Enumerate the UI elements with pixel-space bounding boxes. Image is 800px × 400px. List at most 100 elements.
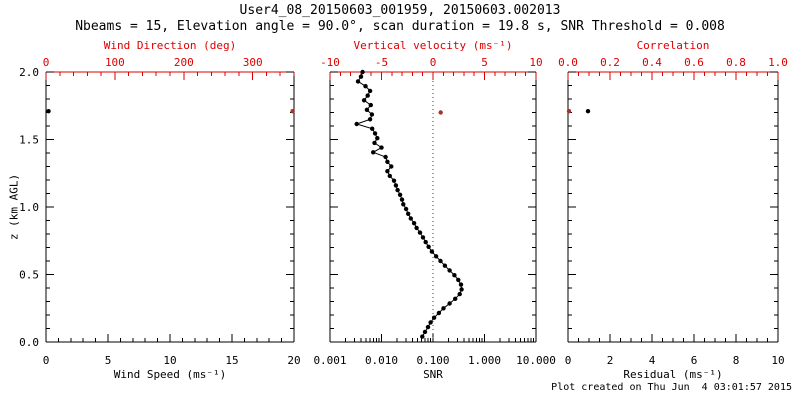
snr-profile-point	[441, 306, 446, 311]
wind-bottom-tick-label: 10	[163, 354, 176, 367]
snr-top-tick-label: -5	[375, 56, 388, 69]
vertical-velocity-axis-title: Vertical velocity (ms⁻¹)	[353, 39, 513, 52]
snr-profile-point	[429, 249, 435, 254]
height-tick-label: 2.0	[19, 66, 39, 79]
height-tick-label: 1.5	[19, 134, 39, 147]
wind-top-tick-label: 300	[243, 56, 263, 69]
snr-profile-point	[436, 310, 442, 316]
wind-direction-point	[290, 109, 295, 114]
snr-profile-point	[442, 263, 448, 268]
residual-bottom-tick-label: 8	[733, 354, 740, 367]
wind-top-tick-label: 100	[105, 56, 125, 69]
snr-profile-point	[423, 239, 428, 245]
snr-profile-point	[431, 315, 437, 320]
snr-profile-point	[387, 173, 392, 179]
snr-profile-point	[417, 230, 423, 235]
wind-direction-series	[290, 109, 295, 114]
snr-profile-point	[375, 136, 380, 141]
snr-profile-point	[411, 221, 417, 226]
wind-bottom-tick-label: 0	[43, 354, 50, 367]
snr-profile-point	[385, 169, 390, 174]
snr-profile-point	[438, 258, 443, 264]
snr-bottom-tick-label: 0.001	[313, 354, 346, 367]
snr-profile-point	[364, 107, 370, 113]
snr-profile-point	[397, 192, 403, 197]
snr-top-tick-label: 5	[481, 56, 488, 69]
correlation-point	[566, 109, 572, 114]
height-axis-title: z (km AGL)	[7, 173, 21, 241]
snr-profile-point	[406, 211, 411, 216]
snr-bottom-tick-label: 0.100	[416, 354, 449, 367]
plot-subtitle: Nbeams = 15, Elevation angle = 90.0°, sc…	[75, 19, 725, 34]
snr-profile-point	[365, 93, 370, 98]
snr-profile-point	[379, 145, 384, 150]
snr-profile-point	[420, 235, 426, 240]
snr-profile-point	[360, 69, 365, 75]
snr-profile-point	[389, 164, 394, 169]
snr-profile-point	[422, 329, 428, 335]
snr-profile-point	[420, 334, 425, 339]
wind-top-tick-label: 200	[174, 56, 194, 69]
snr-profile-point	[408, 216, 413, 221]
snr-profile-point	[459, 287, 464, 292]
residual-series	[585, 109, 591, 114]
snr-bottom-tick-label: 10.000	[516, 354, 556, 367]
snr-profile-point	[367, 88, 373, 94]
snr-profile-point	[395, 187, 400, 193]
snr-profile-point	[393, 183, 399, 188]
wind-speed-series	[46, 109, 51, 114]
residual-axis-title: Residual (ms⁻¹)	[623, 368, 723, 381]
height-tick-label: 0.0	[19, 336, 39, 349]
snr-profile-point	[371, 150, 376, 155]
snr-profile-point	[414, 225, 419, 231]
snr-top-tick-label: 10	[529, 56, 542, 69]
snr-profile-point	[428, 320, 433, 325]
snr-profile-point	[425, 324, 431, 330]
residual-top-tick-label: 0.4	[642, 56, 662, 69]
snr-profile-point	[367, 117, 373, 122]
wind-speed-axis-title: Wind Speed (ms⁻¹)	[113, 368, 227, 381]
snr-profile-point	[355, 79, 361, 84]
snr-profile-point	[369, 112, 375, 117]
correlation-series	[566, 109, 572, 114]
snr-profile-point	[385, 159, 390, 164]
residual-bottom-tick-label: 2	[607, 354, 614, 367]
snr-bottom-tick-label: 0.010	[365, 354, 398, 367]
wind-bottom-tick-label: 20	[287, 354, 300, 367]
snr-profile-series	[354, 69, 464, 339]
snr-profile-point	[458, 282, 464, 287]
snr-profile-point	[370, 126, 375, 131]
residual-top-tick-label: 0.2	[600, 56, 620, 69]
panel-snr: 0.001 0.010 0.100 1.000 10.000 -10 -5 0 5 10	[313, 56, 555, 367]
snr-profile-point	[426, 244, 431, 249]
residual-bottom-tick-label: 0	[565, 354, 572, 367]
residual-top-tick-label: 0.6	[684, 56, 704, 69]
snr-top-tick-label: -10	[320, 56, 340, 69]
wind-speed-point	[46, 109, 51, 114]
snr-profile-point	[354, 121, 359, 127]
wind-top-tick-label: 0	[43, 56, 50, 69]
residual-bottom-tick-label: 4	[649, 354, 656, 367]
snr-profile-point	[368, 102, 373, 108]
snr-profile-point	[457, 291, 462, 297]
correlation-axis-title: Correlation	[636, 39, 710, 52]
snr-profile-point	[361, 98, 367, 103]
plot-title: User4_08_20150603_001959, 20150603.00201…	[239, 3, 561, 18]
wind-bottom-tick-label: 15	[225, 354, 238, 367]
snr-profile-point	[403, 206, 409, 212]
snr-top-tick-label: 0	[430, 56, 437, 69]
residual-point	[585, 109, 591, 114]
residual-top-tick-label: 1.0	[768, 56, 788, 69]
height-tick-label: 1.0	[19, 201, 39, 214]
snr-profile-point	[383, 154, 388, 160]
vertical-velocity-point	[438, 110, 443, 115]
wind-direction-axis-title: Wind Direction (deg)	[103, 39, 237, 52]
height-tick-label: 0.5	[19, 269, 39, 282]
snr-profile-point	[358, 74, 364, 79]
plot-created-timestamp: Plot created on Thu Jun 4 03:01:57 2015	[551, 382, 792, 393]
snr-axis-title: SNR	[423, 368, 443, 381]
snr-profile-point	[399, 197, 405, 202]
snr-profile-point	[452, 273, 457, 278]
wind-bottom-tick-label: 5	[105, 354, 112, 367]
